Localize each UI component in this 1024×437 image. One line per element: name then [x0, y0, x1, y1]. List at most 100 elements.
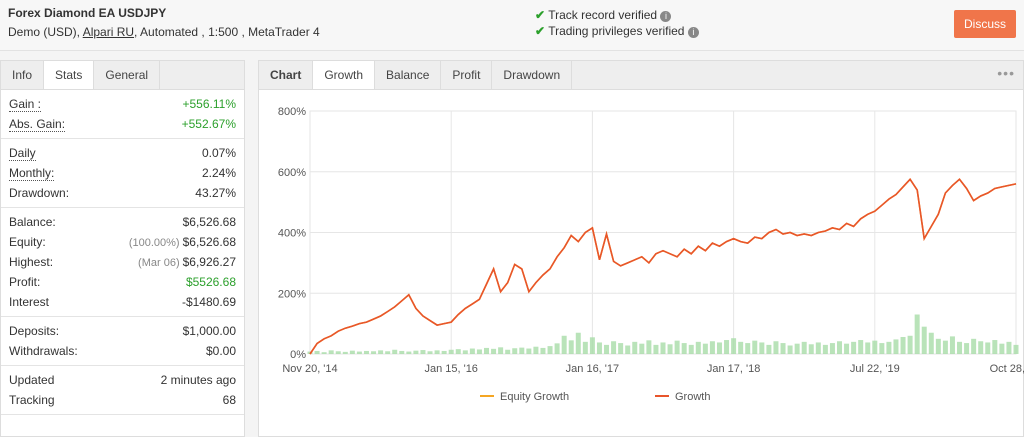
y-tick-label: 400%	[278, 228, 306, 240]
stat-value: $0.00	[205, 344, 236, 358]
tab[interactable]: General	[94, 61, 161, 89]
stat-row: Monthly: 2.24%	[1, 163, 244, 183]
stat-label: Tracking	[9, 393, 55, 407]
volume-bar	[462, 350, 468, 354]
volume-bar	[942, 340, 948, 354]
volume-bar	[886, 341, 892, 354]
broker-link[interactable]: Alpari RU	[82, 25, 135, 39]
stat-value-wrap: +552.67%	[182, 114, 236, 134]
volume-bar	[787, 345, 793, 354]
volume-bar	[596, 342, 602, 354]
volume-bar	[448, 349, 454, 354]
volume-bar	[964, 343, 970, 354]
header: Forex Diamond EA USDJPY Demo (USD), Alpa…	[0, 0, 1024, 51]
volume-bar	[872, 340, 878, 354]
volume-bar	[822, 344, 828, 354]
volume-bar	[844, 343, 850, 354]
stat-value-wrap: $6,526.68	[183, 212, 236, 232]
volume-bar	[731, 338, 737, 354]
volume-bar	[385, 351, 391, 354]
volume-bar	[356, 351, 362, 354]
volume-bar	[851, 341, 857, 354]
tab-label: Chart	[259, 61, 314, 89]
volume-bar	[392, 349, 398, 354]
y-tick-label: 800%	[278, 106, 306, 118]
stat-value-wrap: 2.24%	[202, 163, 236, 183]
x-tick-label: Jan 17, '18	[707, 363, 760, 375]
tab[interactable]: Profit	[441, 61, 493, 89]
stat-value: +552.67%	[181, 117, 236, 131]
stat-row: Balance: $6,526.68	[1, 212, 244, 232]
volume-bar	[865, 342, 871, 354]
volume-bar	[441, 350, 447, 354]
verified-text: Track record verified	[548, 8, 658, 22]
stat-value: 68	[222, 393, 236, 407]
menu[interactable]: •••	[997, 65, 1015, 81]
stat-row: Withdrawals: $0.00	[1, 341, 244, 361]
volume-bar	[752, 340, 758, 354]
stat-label: Abs. Gain:	[9, 116, 66, 132]
volume-bar	[639, 343, 645, 354]
x-tick-label: Jan 16, '17	[566, 363, 619, 375]
stats-list: Gain : +556.11% Abs. Gain: +552.67% Daily 0.0…	[1, 90, 244, 415]
tab[interactable]: Info	[1, 61, 45, 89]
volume-bar	[434, 350, 440, 354]
verified-2: ✔ Trading privileges verified i	[535, 24, 699, 38]
stat-row: Tracking 68	[1, 390, 244, 410]
y-tick-label: 600%	[278, 167, 306, 179]
volume-bar	[413, 350, 419, 354]
x-tick-label: Jul 22, '19	[850, 363, 900, 375]
volume-bar	[498, 347, 504, 354]
volume-bar	[371, 351, 377, 354]
subtitle: Demo (USD), Alpari RU, Automated , 1:500…	[8, 25, 320, 39]
volume-bar	[533, 346, 539, 354]
stat-label: Updated	[9, 373, 55, 387]
volume-bar	[688, 344, 694, 354]
tab[interactable]: Drawdown	[492, 61, 573, 89]
x-tick-label: Oct 28, '21	[990, 363, 1024, 375]
volume-bar	[900, 336, 906, 354]
stats-group: Deposits: $1,000.00 Withdrawals: $0.00	[1, 317, 244, 366]
legend-label: Equity Growth	[500, 391, 569, 403]
volume-bar	[554, 343, 560, 354]
stat-row: Deposits: $1,000.00	[1, 321, 244, 341]
stat-value-wrap: 68	[223, 390, 236, 410]
volume-bar	[709, 341, 715, 354]
stat-value: -$1480.69	[181, 295, 236, 309]
stat-value: $6,526.68	[182, 235, 236, 249]
stat-row: Daily 0.07%	[1, 143, 244, 163]
stat-label: Profit:	[9, 275, 41, 289]
stat-label: Monthly:	[9, 165, 55, 181]
volume-bar	[455, 349, 461, 354]
volume-bar	[519, 347, 525, 354]
stat-value: $5526.68	[185, 275, 236, 289]
stat-label: Withdrawals:	[9, 344, 78, 358]
volume-bar	[914, 314, 920, 354]
volume-bar	[611, 341, 617, 354]
volume-bar	[702, 343, 708, 354]
discuss-button[interactable]: Discuss	[954, 10, 1016, 38]
volume-bar	[321, 352, 327, 354]
stat-row: Abs. Gain: +552.67%	[1, 114, 244, 134]
volume-bar	[773, 341, 779, 354]
volume-bar	[378, 350, 384, 354]
stat-value-wrap: +556.11%	[183, 94, 237, 114]
stat-label: Equity:	[9, 235, 46, 249]
tab[interactable]: Stats	[44, 61, 95, 89]
tab[interactable]: Balance	[375, 61, 442, 89]
tab[interactable]: Growth	[313, 61, 376, 89]
volume-bar	[759, 342, 765, 354]
volume-bar	[745, 343, 751, 354]
tab-bar: Info Stats General	[1, 61, 244, 90]
stat-row: Highest: (Mar 06) $6,926.27	[1, 252, 244, 272]
volume-bar	[335, 351, 341, 354]
stat-row: Equity: (100.00%) $6,526.68	[1, 232, 244, 252]
stat-label: Balance:	[9, 215, 56, 229]
volume-bar	[957, 341, 963, 354]
stat-value-wrap: $0.00	[206, 341, 236, 361]
volume-bar	[568, 340, 574, 354]
volume-bar	[476, 349, 482, 354]
stat-note: (100.00%)	[128, 237, 180, 249]
volume-bar	[420, 350, 426, 354]
stat-value: $6,526.68	[182, 215, 236, 229]
